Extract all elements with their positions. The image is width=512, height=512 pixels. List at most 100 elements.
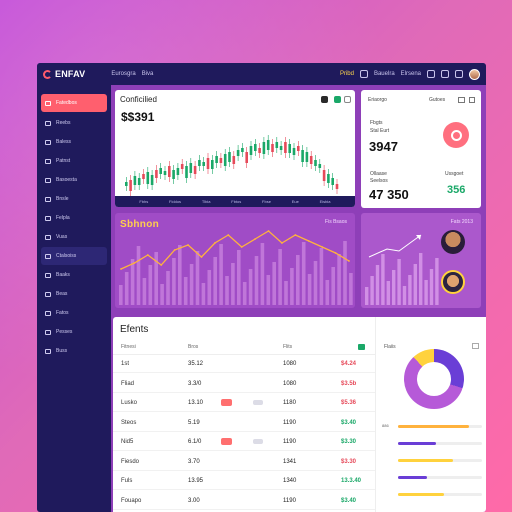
sidebar-item-label: Vuas — [56, 234, 68, 240]
row-tag — [221, 399, 232, 406]
sidebar-item-3[interactable]: Patnst — [41, 152, 107, 170]
area-chart-meta: Fis Bsaos — [325, 219, 347, 225]
growth-bar — [413, 264, 417, 305]
candle — [185, 166, 188, 178]
candle — [150, 175, 154, 185]
sidebar-item-1[interactable]: Reebs — [41, 114, 107, 132]
sidebar-item-label: Reebs — [56, 120, 71, 126]
chart-footer-label[interactable]: Fbtos — [231, 199, 242, 204]
table-row[interactable]: Fouapo 3.00 1190 $3.40 — [113, 493, 375, 510]
candle — [292, 148, 296, 155]
chart-green-icon[interactable] — [334, 96, 341, 103]
stat-label-4: Seelsos — [370, 178, 388, 184]
row-price: 13.10 — [188, 400, 204, 406]
table-row[interactable]: Steos 5.19 1190 $3.40 — [113, 415, 375, 432]
dropdown-label[interactable]: Elrsena — [400, 71, 421, 77]
area-bar — [349, 273, 353, 305]
table-header — [113, 340, 375, 355]
sidebar-item-12[interactable]: Pesses — [41, 323, 107, 341]
sidebar-item-7[interactable]: Vuas — [41, 228, 107, 246]
area-point — [213, 242, 216, 244]
chart-expand-icon[interactable] — [344, 96, 351, 103]
area-bar — [124, 272, 129, 305]
growth-bar — [435, 258, 439, 305]
top-item[interactable]: Bauelra — [373, 71, 395, 77]
nav-title[interactable]: Eurosgra — [111, 71, 136, 77]
row-name: Fliad — [121, 380, 135, 387]
growth-bar — [429, 269, 434, 305]
area-bar — [178, 245, 182, 305]
top-yellow-item[interactable]: Pribd — [339, 71, 354, 77]
table-row[interactable]: Lusko 13.10 1180 $5.36 — [113, 395, 375, 412]
area-chart-title: Sbhnon — [120, 219, 160, 230]
table-row[interactable]: Fiesdo 3.70 1341 $3.30 — [113, 454, 375, 471]
sidebar-item-2[interactable]: Baless — [41, 133, 107, 151]
candle — [202, 162, 205, 166]
table-row[interactable]: 1st 35.12 1080 $4.24 — [113, 356, 375, 373]
chart-footer-label[interactable]: Fbhs — [139, 199, 149, 204]
area-bar — [296, 255, 300, 305]
chart-title: Conficilied — [120, 95, 157, 104]
sidebar-item-icon — [45, 100, 51, 106]
candle — [327, 174, 330, 183]
chart-footer-label[interactable]: Eisbia — [319, 199, 331, 204]
sidebar-item-9[interactable]: Baaks — [41, 266, 107, 284]
sidebar-item-8[interactable]: Ctalsoiss — [41, 247, 107, 265]
avatar[interactable] — [469, 68, 480, 80]
table-status-icon[interactable] — [358, 344, 365, 350]
candle — [284, 142, 287, 153]
grid-icon[interactable] — [359, 70, 368, 78]
area-bar — [331, 267, 335, 305]
candle — [322, 170, 326, 181]
candle — [223, 154, 227, 166]
chart-footer-label[interactable]: Tlbia — [201, 199, 211, 204]
sidebar-item-11[interactable]: Fatos — [41, 304, 107, 322]
chart-footer-label[interactable]: Eue — [291, 199, 299, 204]
stat-copy-icon[interactable] — [458, 97, 465, 103]
donut-bar-label: 886 — [382, 423, 389, 428]
area-bar — [301, 242, 306, 305]
area-bar — [307, 274, 312, 305]
col-header-3[interactable]: Flits — [283, 344, 293, 350]
nav-sub[interactable]: Biva — [141, 71, 154, 77]
chart-footer-label[interactable]: Fiddos — [169, 199, 182, 204]
sidebar-item-10[interactable]: Beas — [41, 285, 107, 303]
candle — [142, 174, 145, 179]
user-icon[interactable] — [441, 70, 449, 78]
arrow-head-icon — [416, 235, 421, 240]
donut-menu-icon[interactable] — [472, 343, 479, 349]
sidebar-item-label: Baaks — [56, 272, 70, 278]
row-volume: 1080 — [283, 361, 297, 367]
row-volume: 1190 — [283, 439, 296, 445]
sidebar-item-label: Pesses — [56, 329, 73, 335]
table-row[interactable]: Nid5 6.1/0 1190 $3.30 — [113, 434, 375, 451]
area-bar — [166, 271, 170, 305]
stat-close-icon[interactable] — [469, 97, 475, 103]
sidebar-item-4[interactable]: Basoesta — [41, 171, 107, 189]
sidebar-item-0[interactable]: Fatedbos — [41, 94, 107, 112]
chart-mode-icon[interactable] — [321, 96, 328, 103]
sidebar-item-icon — [45, 196, 51, 202]
row-name: Fuls — [121, 478, 133, 484]
candle — [249, 146, 253, 155]
table-row[interactable]: Fuls 13.95 1340 13.3.40 — [113, 473, 375, 490]
area-bar — [201, 283, 206, 305]
row-change: $3.5b — [341, 380, 357, 387]
sidebar-item-label: Beas — [56, 291, 68, 297]
stat-header-right[interactable]: Gutoes — [429, 97, 446, 103]
col-header-2[interactable]: Bros — [188, 344, 199, 350]
chart-footer-label[interactable]: Fbse — [262, 199, 271, 204]
row-price: 13.95 — [188, 478, 204, 484]
bell-icon[interactable] — [427, 70, 435, 78]
row-change: $3.40 — [341, 497, 357, 504]
sidebar-item-6[interactable]: Felpla — [41, 209, 107, 227]
sidebar-item-5[interactable]: Bnsle — [41, 190, 107, 208]
logo[interactable]: ENFAV — [43, 69, 85, 79]
user-avatar-2[interactable] — [441, 270, 465, 294]
table-row[interactable]: Fliad 3.3/0 1080 $3.5b — [113, 376, 375, 393]
sidebar-item-13[interactable]: Buss — [41, 342, 107, 360]
candle — [318, 164, 322, 168]
col-header-1[interactable]: Fitnesi — [121, 344, 136, 350]
user-avatar-1[interactable] — [441, 230, 465, 254]
settings-icon[interactable] — [455, 70, 463, 78]
